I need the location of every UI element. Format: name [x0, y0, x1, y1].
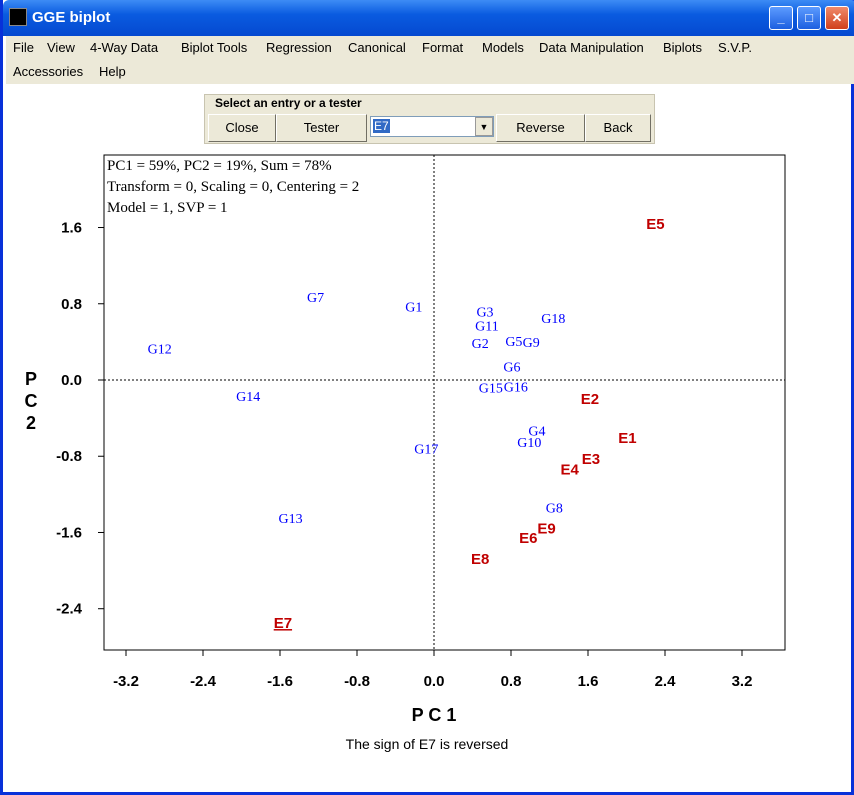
menu-biplots[interactable]: Biplots [663, 40, 703, 55]
genotype-point-G1: G1 [405, 301, 422, 316]
genotype-point-G13: G13 [279, 512, 303, 527]
info-line-3: Model = 1, SVP = 1 [107, 200, 228, 216]
genotype-point-G6: G6 [503, 361, 520, 376]
y-tick-label: -1.6 [56, 524, 82, 541]
title-bar[interactable]: GGE biplot _ □ ✕ [3, 0, 854, 36]
genotype-point-G9: G9 [523, 336, 540, 351]
environment-point-E1: E1 [618, 430, 636, 447]
environment-point-E7: E7 [274, 615, 292, 632]
menu-accessories[interactable]: Accessories [13, 64, 84, 79]
genotype-point-G3: G3 [476, 305, 493, 320]
genotype-point-G8: G8 [546, 502, 563, 517]
genotype-point-G17: G17 [414, 443, 438, 458]
x-tick-label: 0.0 [424, 673, 445, 690]
environment-point-E4: E4 [561, 462, 580, 479]
environment-point-E9: E9 [537, 521, 555, 538]
x-tick-label: 0.8 [501, 673, 522, 690]
info-line-1: PC1 = 59%, PC2 = 19%, Sum = 78% [107, 158, 332, 174]
entry-select[interactable]: E7 ▼ [370, 116, 494, 137]
x-tick-label: 1.6 [578, 673, 599, 690]
status-caption: The sign of E7 is reversed [345, 736, 509, 752]
x-tick-label: -2.4 [190, 673, 217, 690]
menu-biplot-tools[interactable]: Biplot Tools [181, 40, 248, 55]
minimize-button[interactable]: _ [769, 6, 793, 30]
maximize-button[interactable]: □ [797, 6, 821, 30]
menu-help[interactable]: Help [99, 64, 126, 79]
environment-point-E8: E8 [471, 551, 489, 568]
window-title: GGE biplot [32, 9, 111, 26]
x-axis-label: P C 1 [411, 705, 457, 725]
menu-format[interactable]: Format [422, 40, 464, 55]
menu-models[interactable]: Models [482, 40, 524, 55]
x-tick-label: 2.4 [655, 673, 677, 690]
genotype-point-G18: G18 [541, 312, 565, 327]
menu-data-manipulation[interactable]: Data Manipulation [539, 40, 644, 55]
y-tick-label: 0.8 [61, 296, 82, 313]
y-tick-label: -2.4 [56, 601, 83, 618]
menu-file[interactable]: File [13, 40, 34, 55]
menu-canonical[interactable]: Canonical [348, 40, 406, 55]
menu-regression[interactable]: Regression [266, 40, 332, 55]
genotype-point-G14: G14 [236, 390, 260, 405]
genotype-point-G5: G5 [505, 335, 522, 350]
x-tick-label: -1.6 [267, 673, 293, 690]
environment-point-E3: E3 [582, 451, 600, 468]
close-window-button[interactable]: ✕ [825, 6, 849, 30]
reverse-button[interactable]: Reverse [496, 114, 585, 142]
menu-bar: File View 4-Way Data Biplot Tools Regres… [6, 36, 854, 84]
y-tick-label: -0.8 [56, 448, 82, 465]
genotype-point-G12: G12 [148, 343, 172, 358]
environment-point-E6: E6 [519, 530, 537, 547]
y-tick-label: 1.6 [61, 220, 82, 237]
menu-4way-data[interactable]: 4-Way Data [90, 40, 159, 55]
plot-frame [103, 154, 786, 651]
y-tick-label: 0.0 [61, 372, 82, 389]
environment-point-E2: E2 [581, 391, 599, 408]
chevron-down-icon[interactable]: ▼ [475, 117, 493, 136]
x-tick-label: -0.8 [344, 673, 370, 690]
environment-point-E5: E5 [646, 216, 664, 233]
genotype-point-G11: G11 [475, 320, 499, 335]
menu-svp[interactable]: S.V.P. [718, 40, 752, 55]
genotype-point-G4: G4 [528, 425, 545, 440]
x-tick-label: 3.2 [732, 673, 753, 690]
back-button[interactable]: Back [585, 114, 651, 142]
app-icon [9, 8, 27, 26]
genotype-point-G15: G15 [479, 382, 503, 397]
close-button[interactable]: Close [208, 114, 276, 142]
menu-view[interactable]: View [47, 40, 75, 55]
x-tick-label: -3.2 [113, 673, 139, 690]
tester-button[interactable]: Tester [276, 114, 367, 142]
genotype-point-G2: G2 [472, 337, 489, 352]
genotype-point-G7: G7 [307, 291, 324, 306]
info-line-2: Transform = 0, Scaling = 0, Centering = … [107, 179, 360, 195]
group-label: Select an entry or a tester [215, 96, 362, 110]
genotype-point-G16: G16 [504, 381, 528, 396]
entry-tester-selector: Select an entry or a tester Close Tester… [204, 94, 655, 144]
entry-select-value: E7 [373, 119, 390, 133]
genotype-point-G10: G10 [517, 436, 541, 451]
